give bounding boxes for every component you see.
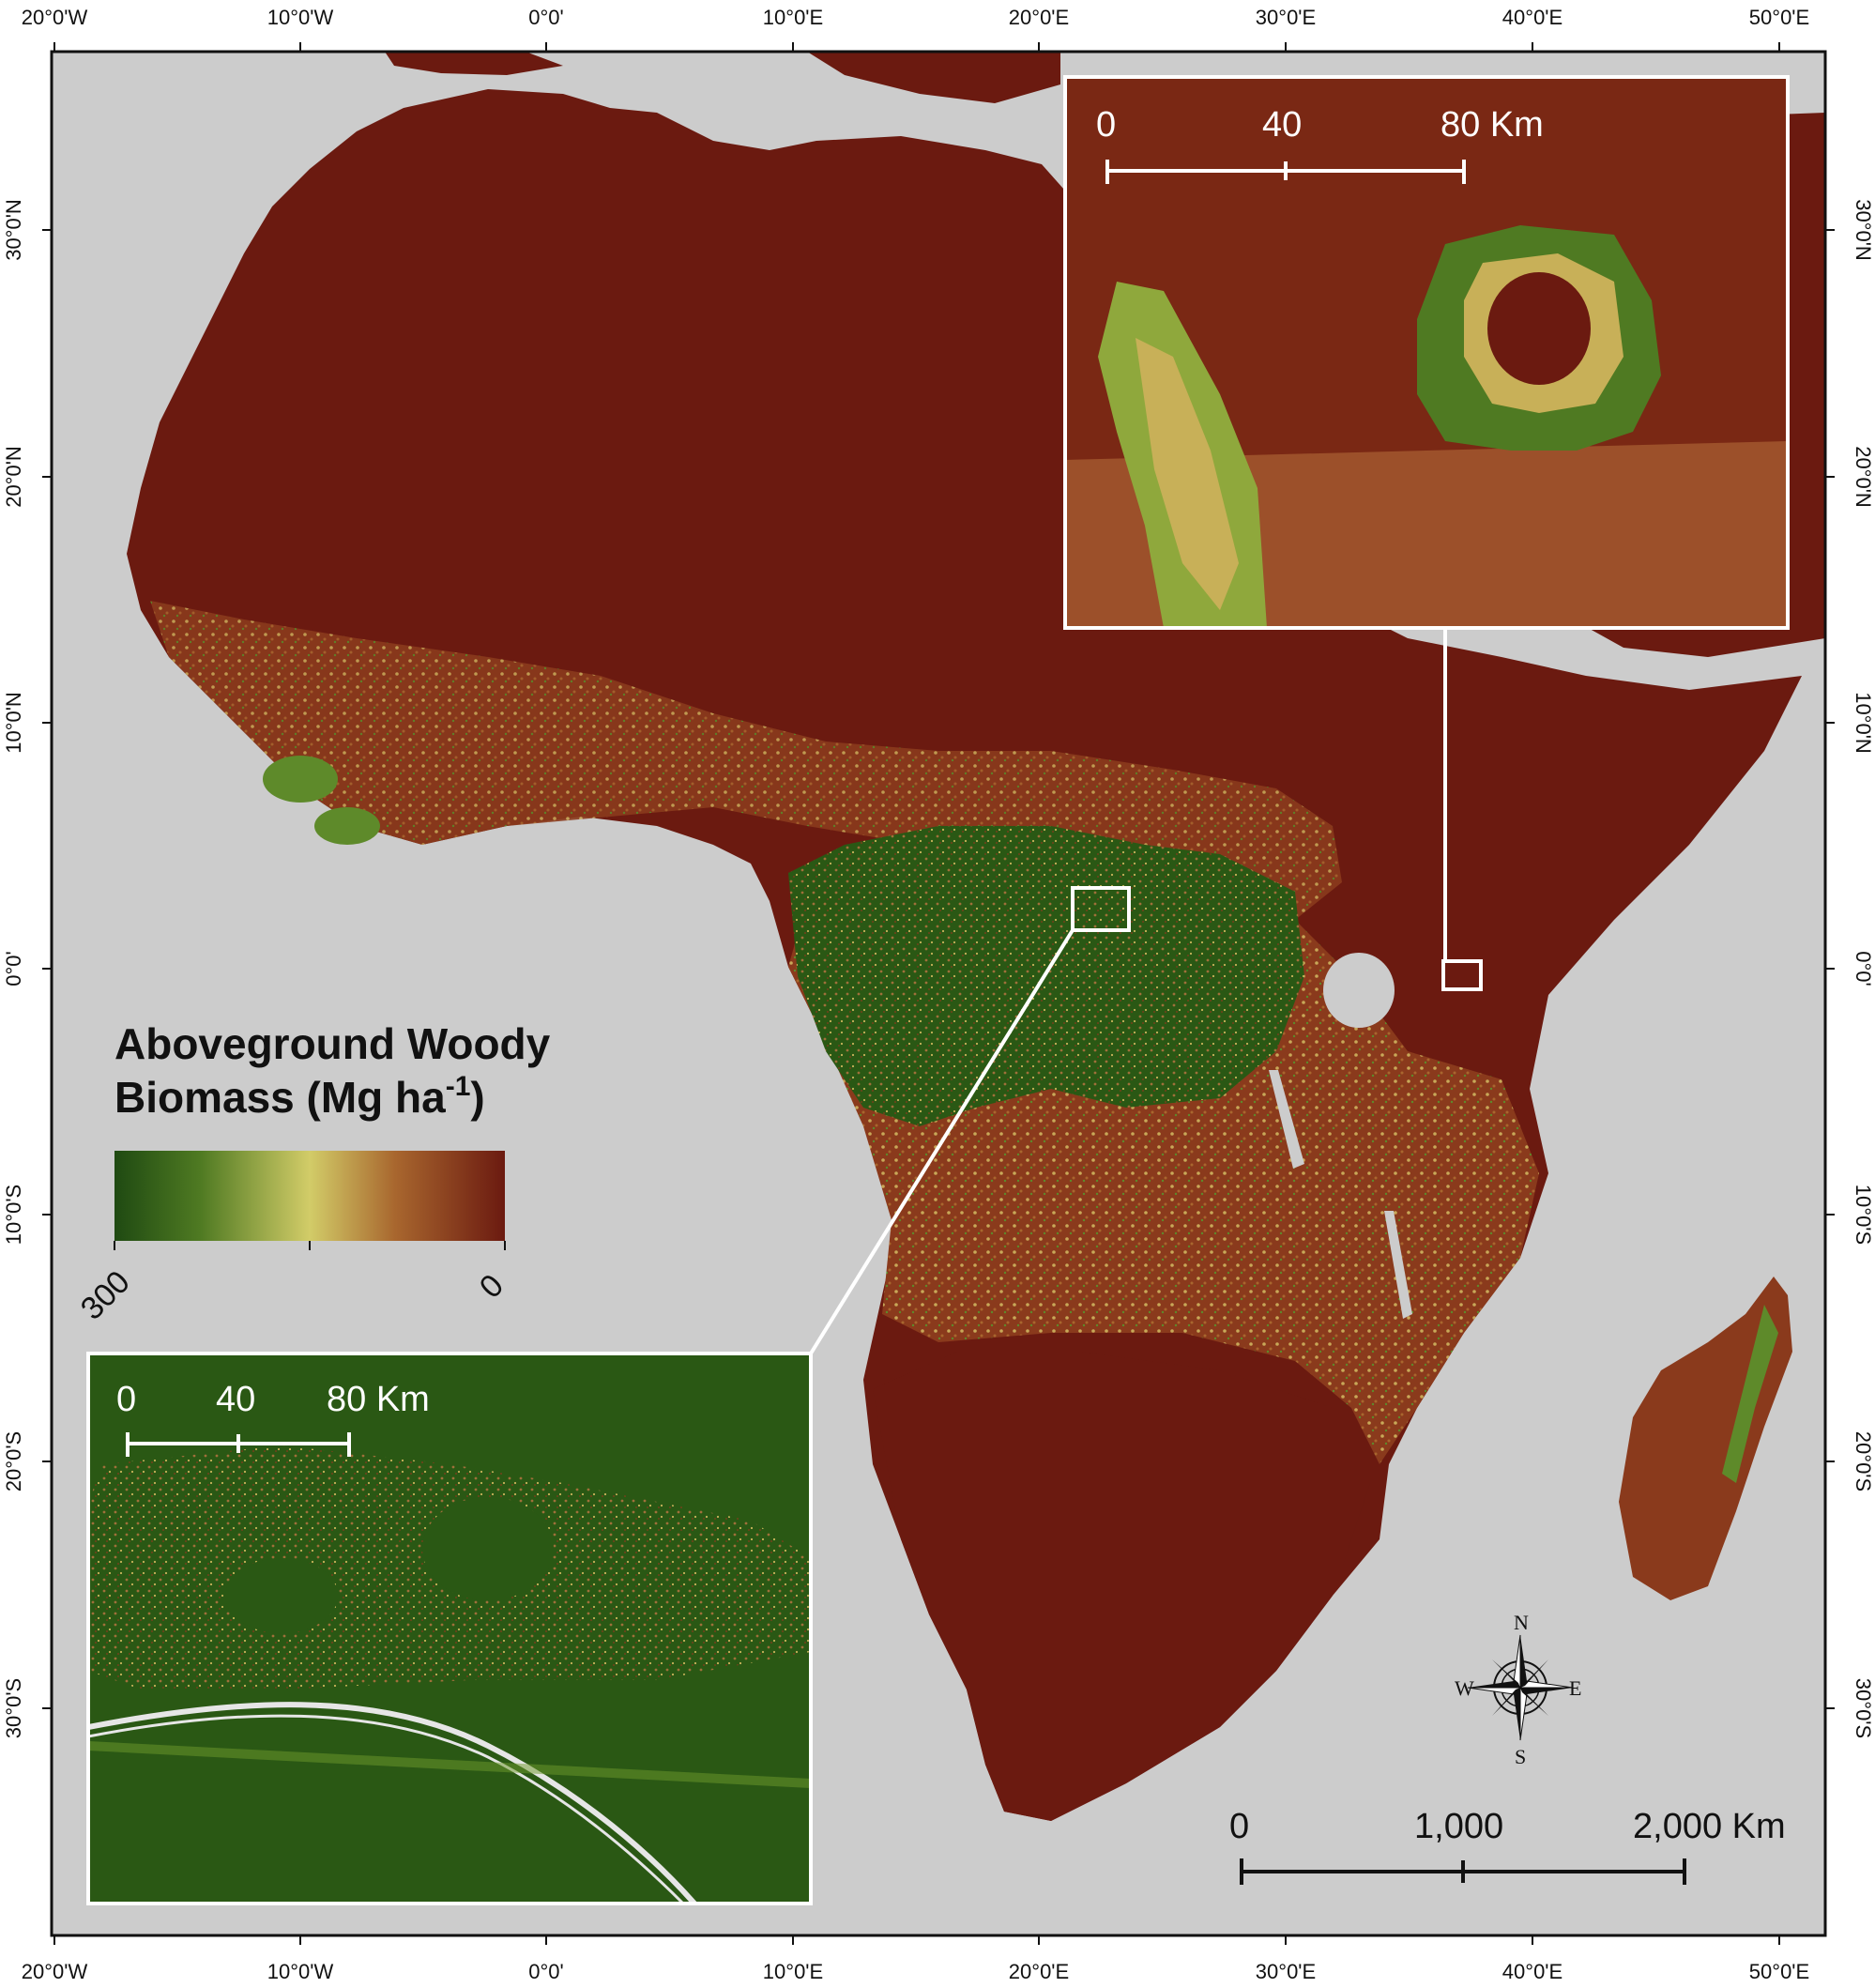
lat-label-right: 20°0'S [1852,1431,1875,1491]
lat-label-left: 10°0'S [2,1185,25,1245]
lon-label-bottom: 50°0'E [1749,1960,1809,1983]
lon-label-top: 20°0'E [1009,6,1069,29]
east-africa-study-area-marker [1441,959,1483,991]
lon-label-top: 10°0'W [267,6,334,29]
lat-label-left: 20°0'N [2,446,25,508]
inset-top-scale-label-80: 80 Km [1441,105,1544,145]
lake-tanganyika [1269,1070,1304,1169]
lon-label-top: 30°0'E [1256,6,1316,29]
europe-landmass-east [807,52,1060,103]
legend-color-ramp [114,1151,505,1241]
lon-label-bottom: 20°0'E [1009,1960,1069,1983]
inset-bottom-scale-bar: 0 40 80 Km [116,1380,430,1457]
longitude-ticks-top [53,42,1780,52]
lat-label-right: 30°0'N [1852,199,1875,261]
inset-top-scale-label-40: 40 [1262,105,1302,145]
latitude-labels-left: 30°0'N 20°0'N 10°0'N 0°0' 10°0'S 20°0'S … [2,199,25,1738]
inset-top-frame [1063,75,1790,630]
inset-bottom-frame [86,1352,813,1905]
latitude-ticks-right [1825,229,1835,1709]
lon-label-bottom: 30°0'E [1256,1960,1316,1983]
lat-label-right: 10°0'N [1852,692,1875,754]
compass-w: W [1455,1676,1474,1700]
legend: Aboveground Woody Biomass (Mg ha-1) 300 … [74,1019,551,1327]
lat-label-left: 0°0' [2,951,25,986]
main-scale-bar: 0 1,000 2,000 Km [1229,1807,1786,1885]
compass-e: E [1569,1676,1581,1700]
inset-top-scale-label-0: 0 [1096,105,1116,145]
inset-bottom-scale-label-40: 40 [216,1380,255,1419]
west-africa-forest [263,756,338,803]
lake-malawi [1384,1211,1412,1319]
compass-rose: N S E W [1455,1611,1581,1768]
lat-label-left: 20°0'S [2,1431,25,1491]
legend-title-line2: Biomass (Mg ha-1) [114,1071,485,1122]
lat-label-right: 10°0'S [1852,1185,1875,1245]
madagascar [1619,1277,1792,1600]
lon-label-bottom: 40°0'E [1502,1960,1562,1983]
lat-label-left: 30°0'S [2,1678,25,1738]
main-scale-label-1000: 1,000 [1414,1807,1503,1846]
lon-label-top: 40°0'E [1502,6,1562,29]
main-scale-label-2000: 2,000 Km [1633,1807,1786,1846]
lon-label-bottom: 10°0'W [267,1960,334,1983]
inset-bottom-scale-label-80: 80 Km [327,1380,430,1419]
longitude-ticks-bottom [53,1935,1780,1945]
congo-inset-leader [809,928,1075,1355]
compass-s: S [1515,1745,1526,1768]
lon-label-bottom: 10°0'E [763,1960,823,1983]
lon-label-bottom: 20°0'W [22,1960,88,1983]
lat-label-right: 30°0'S [1852,1678,1875,1738]
lon-label-top: 0°0' [528,6,563,29]
latitude-labels-right: 30°0'N 20°0'N 10°0'N 0°0' 10°0'S 20°0'S … [1852,199,1875,1738]
compass-n: N [1514,1611,1529,1634]
latitude-ticks-left [42,229,52,1709]
west-africa-forest [314,807,380,845]
inset-bottom [88,1353,811,1904]
inset-top [1065,77,1788,628]
main-scale-label-0: 0 [1229,1807,1249,1846]
lat-label-left: 10°0'N [2,692,25,754]
lat-label-left: 30°0'N [2,199,25,261]
madagascar-forest [1722,1305,1778,1483]
lon-label-top: 20°0'W [22,6,88,29]
longitude-labels-bottom: 20°0'W 10°0'W 0°0' 10°0'E 20°0'E 30°0'E … [22,1960,1809,1983]
lat-label-right: 20°0'N [1852,446,1875,508]
lake-victoria [1323,953,1395,1028]
lon-label-top: 50°0'E [1749,6,1809,29]
lon-label-bottom: 0°0' [528,1960,563,1983]
kalahari-region [873,1352,1370,1821]
lat-label-right: 0°0' [1852,951,1875,986]
map-frame [50,50,1827,1937]
inset-top-scale-bar: 0 40 80 Km [1096,105,1544,184]
inset-bottom-scale-label-0: 0 [116,1380,136,1419]
longitude-labels-top: 20°0'W 10°0'W 0°0' 10°0'E 20°0'E 30°0'E … [22,6,1809,29]
legend-title-line1: Aboveground Woody [114,1019,551,1068]
lon-label-top: 10°0'E [763,6,823,29]
europe-landmass [385,52,563,75]
congo-study-area-marker [1071,886,1131,932]
